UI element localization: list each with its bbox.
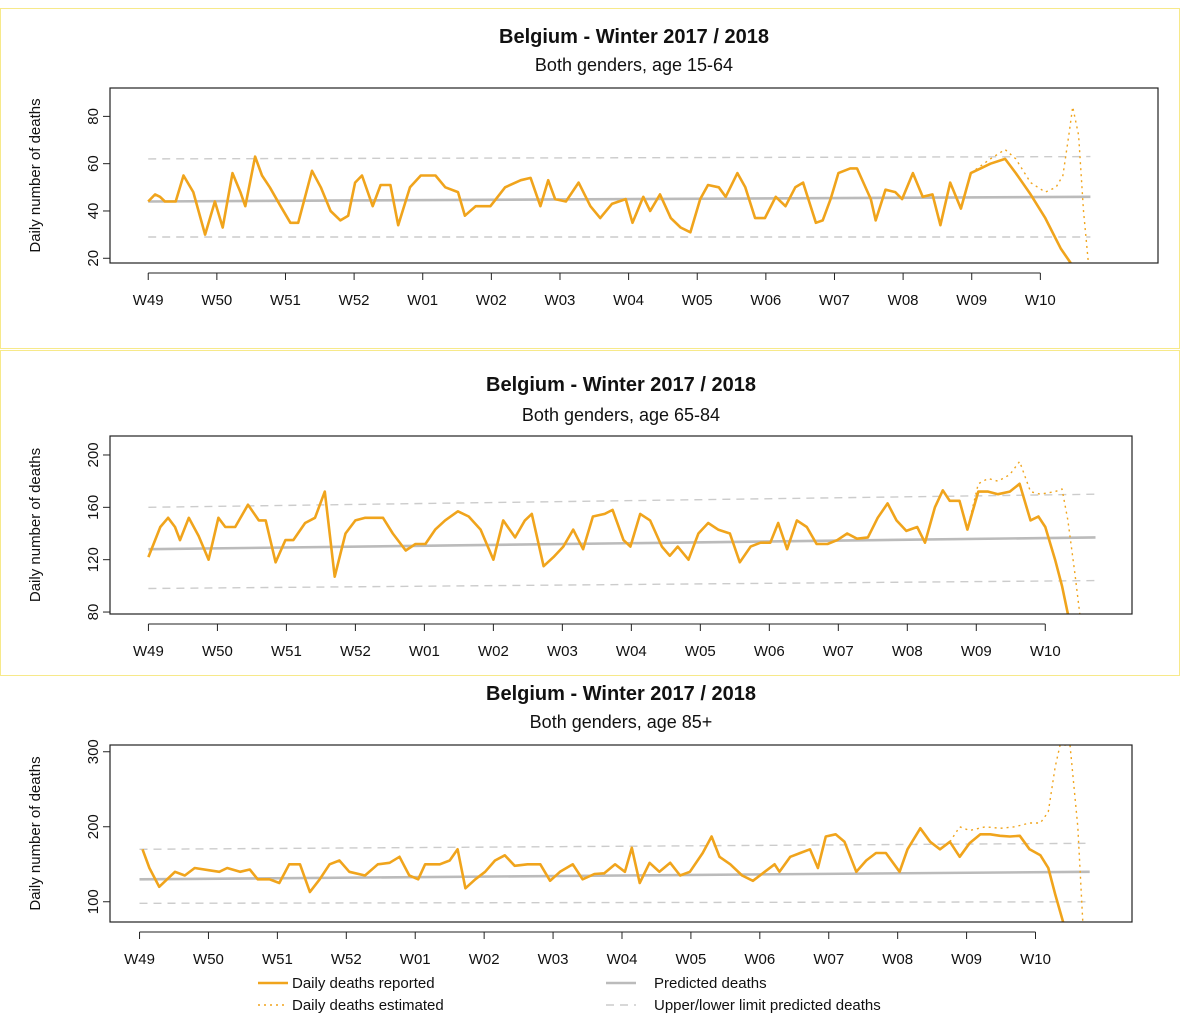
legend-label: Predicted deaths [654,975,767,992]
x-tick-label: W10 [1020,951,1051,968]
y-tick-label: 20 [85,250,102,267]
x-tick-label: W07 [819,292,850,309]
x-tick-label: W10 [1025,292,1056,309]
x-tick-label: W09 [961,643,992,660]
x-tick-label: W01 [409,643,440,660]
x-tick-label: W01 [400,951,431,968]
x-tick-label: W07 [813,951,844,968]
series-line-lower [148,579,1096,590]
series-line [139,870,1090,881]
plot-area [147,106,1091,263]
series-line [147,155,1072,263]
x-tick-label: W03 [547,643,578,660]
series-line [147,482,1070,614]
x-tick-label: W04 [616,643,647,660]
x-tick-label: W03 [538,951,569,968]
y-tick-label: 40 [85,203,102,220]
x-tick-label: W50 [193,951,224,968]
chart-subtitle: Both genders, age 65-84 [522,405,720,425]
x-tick-label: W02 [476,292,507,309]
x-tick-label: W02 [469,951,500,968]
y-tick-label: 200 [85,442,102,467]
x-tick-label: W51 [270,292,301,309]
y-tick-label: 300 [85,739,102,764]
plot-frame [109,744,1133,923]
y-axis-label: Daily number of deaths [27,98,44,252]
series-line [148,493,1096,508]
x-tick-label: W52 [340,643,371,660]
x-tick-label: W06 [754,643,785,660]
series-line [949,745,1084,922]
plot-frame [109,435,1133,615]
x-tick-label: W05 [675,951,706,968]
y-tick-label: 80 [85,108,102,125]
x-tick-label: W49 [133,643,164,660]
y-tick-label: 80 [85,604,102,621]
x-tick-label: W52 [331,951,362,968]
chart-subtitle: Both genders, age 15-64 [535,55,733,75]
x-tick-label: W06 [750,292,781,309]
y-tick-label: 60 [85,155,102,172]
chart-subtitle: Both genders, age 85+ [530,712,713,732]
panel-frame [0,350,1180,676]
plot-area [139,745,1090,922]
x-tick-label: W05 [682,292,713,309]
series-line [141,827,1065,922]
legend-label: Upper/lower limit predicted deaths [654,997,881,1014]
x-tick-label: W08 [888,292,919,309]
y-tick-label: 200 [85,814,102,839]
x-tick-label: W04 [613,292,644,309]
x-tick-label: W04 [607,951,638,968]
chart-title: Belgium - Winter 2017 / 2018 [499,26,769,48]
x-tick-label: W06 [744,951,775,968]
plot-frame [109,87,1159,264]
y-axis-label: Daily number of deaths [27,756,44,910]
series-line-lower [139,901,1090,904]
legend-label: Daily deaths estimated [292,997,444,1014]
x-tick-label: W08 [892,643,923,660]
x-tick-label: W01 [407,292,438,309]
series-line [970,106,1090,263]
y-axis-label: Daily number of deaths [27,448,44,602]
y-tick-label: 120 [85,547,102,572]
chart-title: Belgium - Winter 2017 / 2018 [486,374,756,396]
x-tick-label: W03 [545,292,576,309]
x-tick-label: W52 [339,292,370,309]
legend-label: Daily deaths reported [292,975,435,992]
x-tick-label: W09 [956,292,987,309]
x-tick-label: W49 [124,951,155,968]
series-line [148,536,1096,551]
x-tick-label: W02 [478,643,509,660]
x-tick-label: W50 [202,643,233,660]
x-tick-label: W05 [685,643,716,660]
series-line [148,155,1091,160]
x-tick-label: W09 [951,951,982,968]
x-tick-label: W50 [201,292,232,309]
y-tick-label: 160 [85,495,102,520]
plot-area [147,460,1096,614]
y-tick-label: 100 [85,889,102,914]
x-tick-label: W10 [1030,643,1061,660]
x-tick-label: W08 [882,951,913,968]
x-tick-label: W07 [823,643,854,660]
chart-title: Belgium - Winter 2017 / 2018 [486,683,756,705]
x-tick-label: W51 [271,643,302,660]
x-tick-label: W49 [133,292,164,309]
x-tick-label: W51 [262,951,293,968]
